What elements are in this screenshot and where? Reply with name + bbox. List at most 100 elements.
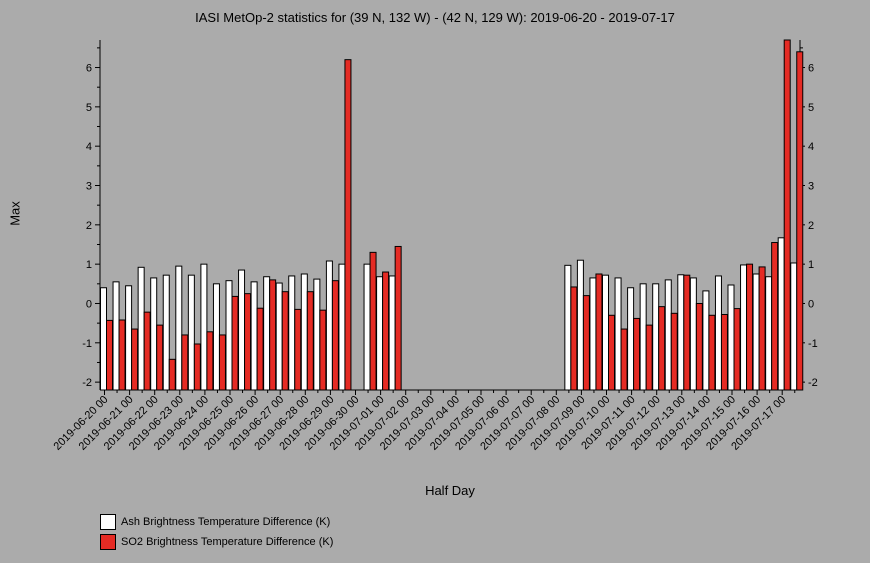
y-tick-label-right: 5 <box>808 102 814 114</box>
bar-so2 <box>608 314 615 391</box>
x-axis-label: Half Day <box>425 483 475 498</box>
bar-ash <box>752 273 760 391</box>
bar-so2 <box>106 319 113 391</box>
bar-so2 <box>319 309 327 391</box>
bar-so2 <box>168 358 176 391</box>
bar-so2 <box>143 311 151 391</box>
bar-ash <box>589 277 597 391</box>
y-tick-label-left: -1 <box>82 338 92 350</box>
bar-so2 <box>306 291 314 391</box>
y-tick-label-right: 0 <box>808 298 814 310</box>
legend-swatch-so2 <box>100 534 116 550</box>
bar-so2 <box>695 302 703 391</box>
bar-so2 <box>231 295 239 391</box>
bar-ash <box>614 277 622 391</box>
legend: Ash Brightness Temperature Difference (K… <box>100 512 333 552</box>
y-tick-label-right: 6 <box>808 63 814 75</box>
bar-so2 <box>181 334 189 391</box>
y-tick-label-left: 6 <box>86 63 92 75</box>
y-tick-label-left: 3 <box>86 181 92 193</box>
legend-item-ash: Ash Brightness Temperature Difference (K… <box>100 512 333 532</box>
chart-title: IASI MetOp-2 statistics for (39 N, 132 W… <box>195 10 675 25</box>
bar-ash <box>300 273 308 391</box>
y-tick-label-right: 1 <box>808 259 814 271</box>
y-tick-label-left: 0 <box>86 298 92 310</box>
bar-ash <box>225 280 233 391</box>
bar-ash <box>363 263 371 391</box>
bar-ash <box>100 287 107 391</box>
bar-so2 <box>244 293 252 391</box>
bar-so2 <box>118 319 126 391</box>
bar-so2 <box>394 245 402 391</box>
bar-ash <box>714 275 722 391</box>
bar-so2 <box>595 273 603 391</box>
y-tick-label-left: 4 <box>86 141 92 153</box>
bar-so2 <box>131 328 139 391</box>
bar-so2 <box>758 266 766 391</box>
y-tick-label-left: -2 <box>82 377 92 389</box>
legend-label-so2: SO2 Brightness Temperature Difference (K… <box>121 536 334 548</box>
bar-ash <box>187 274 195 391</box>
bar-so2 <box>796 51 804 391</box>
bar-ash <box>275 282 283 391</box>
legend-item-so2: SO2 Brightness Temperature Difference (K… <box>100 532 333 552</box>
bar-ash <box>137 266 145 391</box>
bar-so2 <box>746 263 754 391</box>
bar-so2 <box>256 307 264 391</box>
bar-ash <box>162 274 170 391</box>
bar-ash <box>664 279 672 391</box>
bar-ash <box>727 284 735 391</box>
bar-ash <box>125 285 133 391</box>
bar-ash <box>212 283 220 391</box>
bar-ash <box>702 290 710 391</box>
y-tick-label-right: 2 <box>808 220 814 232</box>
bar-ash <box>652 283 660 391</box>
bar-ash <box>627 287 635 391</box>
y-tick-label-right: -1 <box>808 338 818 350</box>
bar-ash <box>388 275 396 391</box>
bar-so2 <box>193 343 201 391</box>
bar-so2 <box>369 251 377 391</box>
y-tick-label-left: 1 <box>86 259 92 271</box>
bar-so2 <box>783 39 791 391</box>
bar-ash <box>689 277 697 391</box>
bar-ash <box>564 264 572 391</box>
bar-ash <box>150 277 158 391</box>
bar-so2 <box>620 328 628 391</box>
bar-ash <box>250 281 258 391</box>
bar-ash <box>677 274 685 391</box>
bar-ash <box>602 274 609 391</box>
bar-so2 <box>344 59 352 391</box>
bar-ash <box>790 262 798 391</box>
bar-ash <box>338 263 346 391</box>
bar-so2 <box>670 312 678 391</box>
bar-ash <box>112 281 120 391</box>
bar-ash <box>740 264 748 391</box>
bar-ash <box>200 263 208 391</box>
bar-so2 <box>733 308 741 391</box>
bar-so2 <box>281 291 289 391</box>
bar-ash <box>576 259 584 391</box>
bar-so2 <box>720 313 728 391</box>
bar-so2 <box>708 314 716 391</box>
y-tick-label-right: -2 <box>808 377 818 389</box>
y-tick-label-left: 2 <box>86 220 92 232</box>
bar-so2 <box>683 274 691 391</box>
bar-so2 <box>294 308 302 391</box>
bar-ash <box>313 278 321 391</box>
bar-ash <box>325 260 333 391</box>
bar-so2 <box>645 324 653 391</box>
bar-ash <box>263 276 271 391</box>
bar-so2 <box>582 295 590 391</box>
bar-so2 <box>633 317 641 391</box>
bar-ash <box>777 237 785 391</box>
y-tick-label-right: 3 <box>808 181 814 193</box>
bar-ash <box>765 276 773 391</box>
bar-so2 <box>570 286 578 391</box>
bar-so2 <box>269 279 277 391</box>
bar-ash <box>639 283 647 391</box>
legend-label-ash: Ash Brightness Temperature Difference (K… <box>121 516 331 528</box>
bar-so2 <box>206 331 214 391</box>
bar-ash <box>288 275 296 391</box>
